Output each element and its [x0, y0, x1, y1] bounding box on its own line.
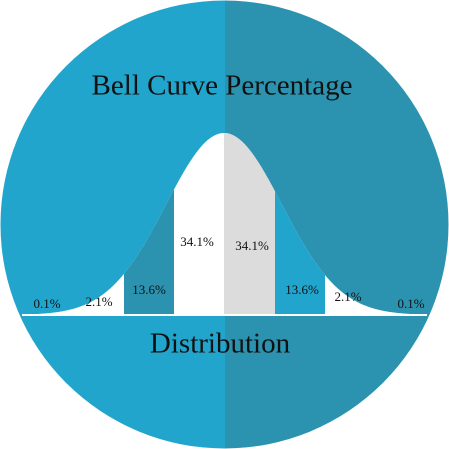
- subtitle: Distribution: [150, 328, 291, 360]
- segment-labels: 0.1% 2.1% 13.6% 34.1% 34.1% 13.6% 2.1% 0.1%: [33, 234, 424, 311]
- segment-label: 13.6%: [132, 282, 166, 297]
- segment-label: 34.1%: [180, 234, 214, 249]
- bell-curve: [22, 133, 427, 316]
- segment-fill: [124, 189, 174, 315]
- segment-label: 13.6%: [285, 282, 319, 297]
- segment-label: 2.1%: [334, 289, 361, 304]
- segment-fill: [275, 191, 325, 315]
- segment-label: 34.1%: [235, 238, 269, 253]
- segment-label: 0.1%: [33, 296, 60, 311]
- title: Bell Curve Percentage: [92, 70, 353, 102]
- segment-fill: [224, 133, 275, 315]
- segment-label: 2.1%: [85, 294, 112, 309]
- segment-label: 0.1%: [397, 296, 424, 311]
